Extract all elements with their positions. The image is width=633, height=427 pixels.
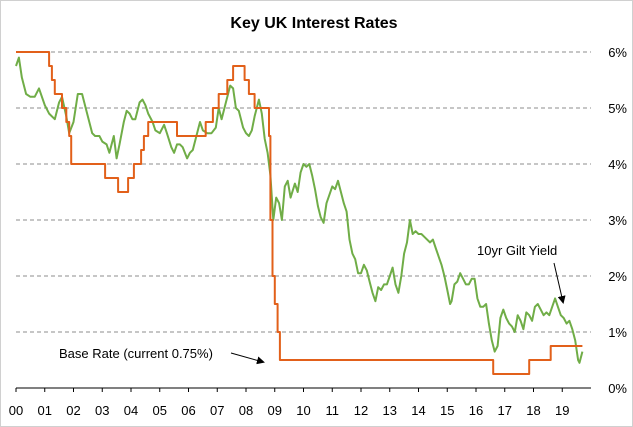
series-lines [15,51,584,375]
y-axis-tick-labels: 0% 1% 2% 3% 4% 5% 6% [608,45,627,396]
x-tick-label: 18 [526,403,540,418]
x-tick-label: 04 [124,403,138,418]
x-tick-label: 12 [354,403,368,418]
x-tick-label: 15 [440,403,454,418]
annotations: Base Rate (current 0.75%) 10yr Gilt Yiel… [59,243,566,365]
x-tick-label: 03 [95,403,109,418]
y-tick-label: 4% [608,157,627,172]
base-rate-arrow [230,352,265,365]
y-tick-label: 6% [608,45,627,60]
x-tick-label: 00 [9,403,23,418]
chart-title: Key UK Interest Rates [230,15,397,32]
x-axis-tick-labels: 00 01 02 03 04 05 06 07 08 09 10 11 12 13 14 15 16 17 18 19 [9,388,569,418]
gilt-yield-annotation: 10yr Gilt Yield [477,243,557,258]
y-tick-label: 2% [608,269,627,284]
x-tick-label: 13 [383,403,397,418]
y-tick-label: 3% [608,213,627,228]
base-rate-line [16,51,583,375]
gilt-yield-line [15,56,584,364]
base-rate-annotation: Base Rate (current 0.75%) [59,346,213,361]
y-tick-label: 0% [608,381,627,396]
x-tick-label: 08 [239,403,253,418]
x-tick-label: 06 [181,403,195,418]
gilt-yield-arrow [553,262,566,304]
x-tick-label: 09 [268,403,282,418]
x-tick-label: 17 [498,403,512,418]
x-tick-label: 11 [326,403,340,418]
x-tick-label: 05 [153,403,167,418]
x-tick-label: 07 [210,403,224,418]
x-tick-label: 16 [469,403,483,418]
x-tick-label: 02 [66,403,80,418]
x-tick-label: 14 [411,403,425,418]
x-tick-label: 10 [296,403,310,418]
gridlines [16,51,591,389]
x-tick-label: 01 [38,403,52,418]
y-tick-label: 1% [608,325,627,340]
y-tick-label: 5% [608,101,627,116]
x-tick-label: 19 [555,403,569,418]
